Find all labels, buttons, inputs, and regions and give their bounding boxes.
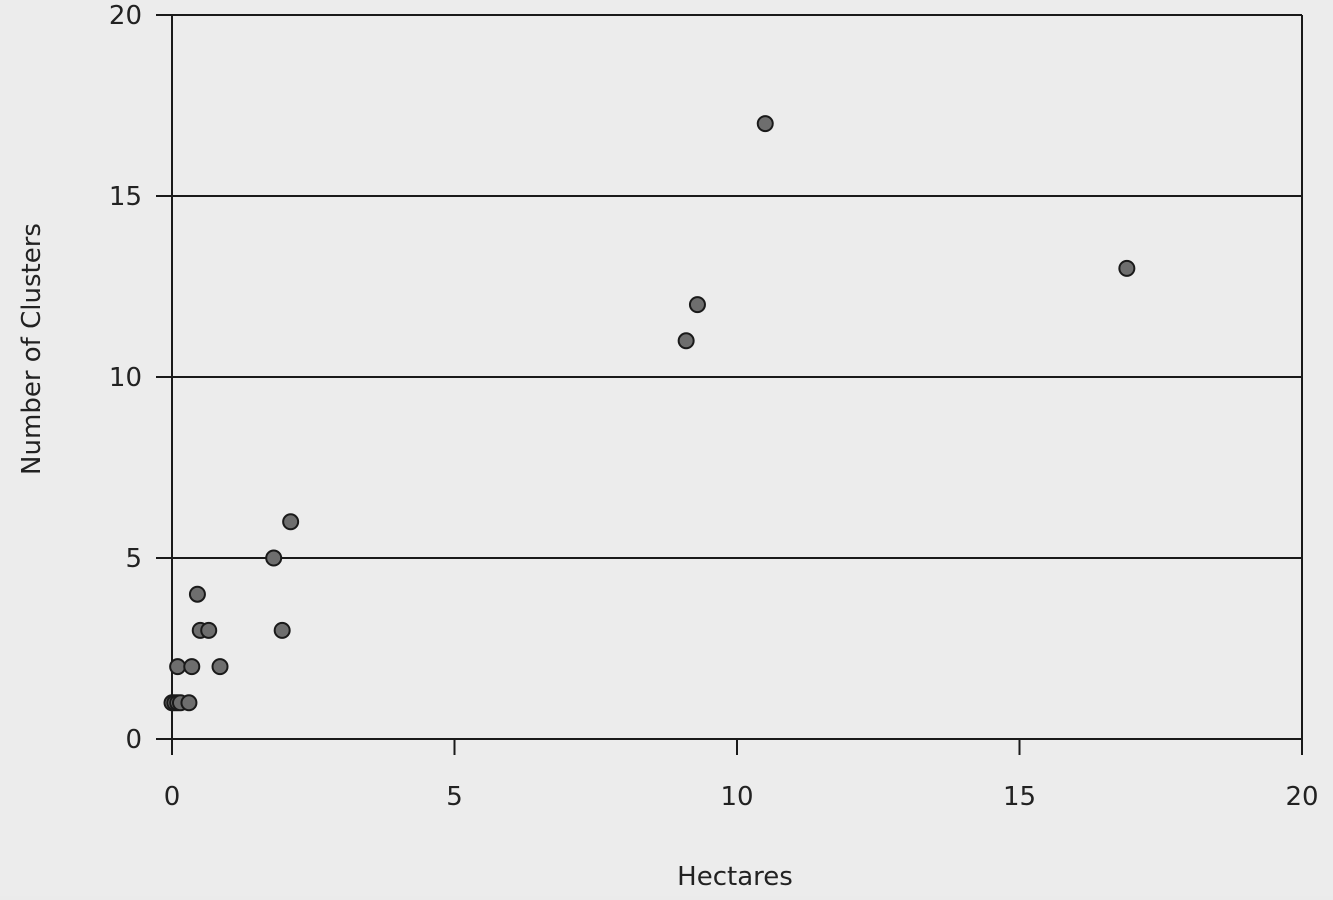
data-point xyxy=(183,658,201,676)
x-tick-label-5: 5 xyxy=(446,782,463,812)
data-point xyxy=(169,658,187,676)
x-axis-label: Hectares xyxy=(677,862,793,892)
y-axis-label: Number of Clusters xyxy=(17,223,47,475)
data-point xyxy=(273,621,291,639)
y-tick-label-5: 5 xyxy=(125,544,142,574)
data-point xyxy=(677,332,695,350)
data-point xyxy=(265,549,283,567)
x-tick-label-20: 20 xyxy=(1285,782,1318,812)
y-tick-label-0: 0 xyxy=(125,725,142,755)
x-tick-label-15: 15 xyxy=(1003,782,1036,812)
grid-lines xyxy=(172,14,1302,559)
data-point xyxy=(688,296,706,314)
data-point xyxy=(180,694,198,712)
y-tick-label-10: 10 xyxy=(109,363,142,393)
y-tick-label-15: 15 xyxy=(109,182,142,212)
y-tick-label-20: 20 xyxy=(109,1,142,31)
x-tick-label-0: 0 xyxy=(164,782,181,812)
data-point xyxy=(188,585,206,603)
data-point xyxy=(211,658,229,676)
data-point xyxy=(1118,259,1136,277)
tick-labels: 0 5 10 15 20 0 5 10 15 20 xyxy=(109,1,1319,812)
data-point xyxy=(200,621,218,639)
data-point xyxy=(756,115,774,133)
x-tick-label-10: 10 xyxy=(720,782,753,812)
data-points xyxy=(163,115,1136,712)
data-point xyxy=(282,513,300,531)
